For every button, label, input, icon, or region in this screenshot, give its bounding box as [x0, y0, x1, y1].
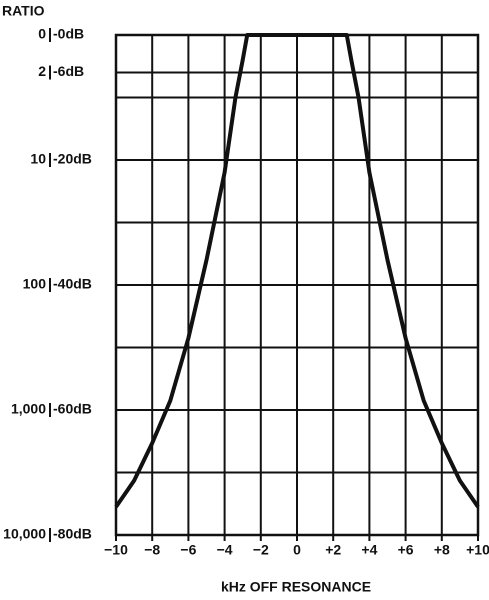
- y-tick-label: -6dB: [53, 63, 84, 79]
- x-tick-label: −10: [104, 542, 128, 558]
- x-tick-label: 0: [293, 542, 301, 558]
- ratio-tick-label: 0: [38, 26, 46, 42]
- x-tick-label: +6: [398, 542, 414, 558]
- x-axis-label: kHz OFF RESONANCE: [221, 579, 371, 595]
- ratio-tick-label: 100: [23, 276, 47, 292]
- x-tick-label: −2: [253, 542, 269, 558]
- curve: [114, 33, 480, 509]
- ratio-tick-label: 10: [30, 151, 46, 167]
- y-tick-label: -80dB: [53, 526, 92, 542]
- x-tick-label: +2: [325, 542, 341, 558]
- x-tick-label: −8: [144, 542, 160, 558]
- ratio-tick-label: 1,000: [11, 401, 46, 417]
- x-tick-label: +10: [466, 542, 489, 558]
- x-tick-label: −6: [180, 542, 196, 558]
- x-tick-label: +8: [434, 542, 450, 558]
- y-tick-label: -0dB: [53, 26, 84, 42]
- y-tick-label: -60dB: [53, 401, 92, 417]
- y-axis-label: RATIO: [2, 3, 45, 19]
- ratio-tick-label: 2: [38, 63, 46, 79]
- y-tick-label: -40dB: [53, 276, 92, 292]
- x-tick-label: +4: [361, 542, 377, 558]
- ratio-tick-label: 10,000: [3, 526, 46, 542]
- y-tick-label: -20dB: [53, 151, 92, 167]
- x-tick-label: −4: [217, 542, 233, 558]
